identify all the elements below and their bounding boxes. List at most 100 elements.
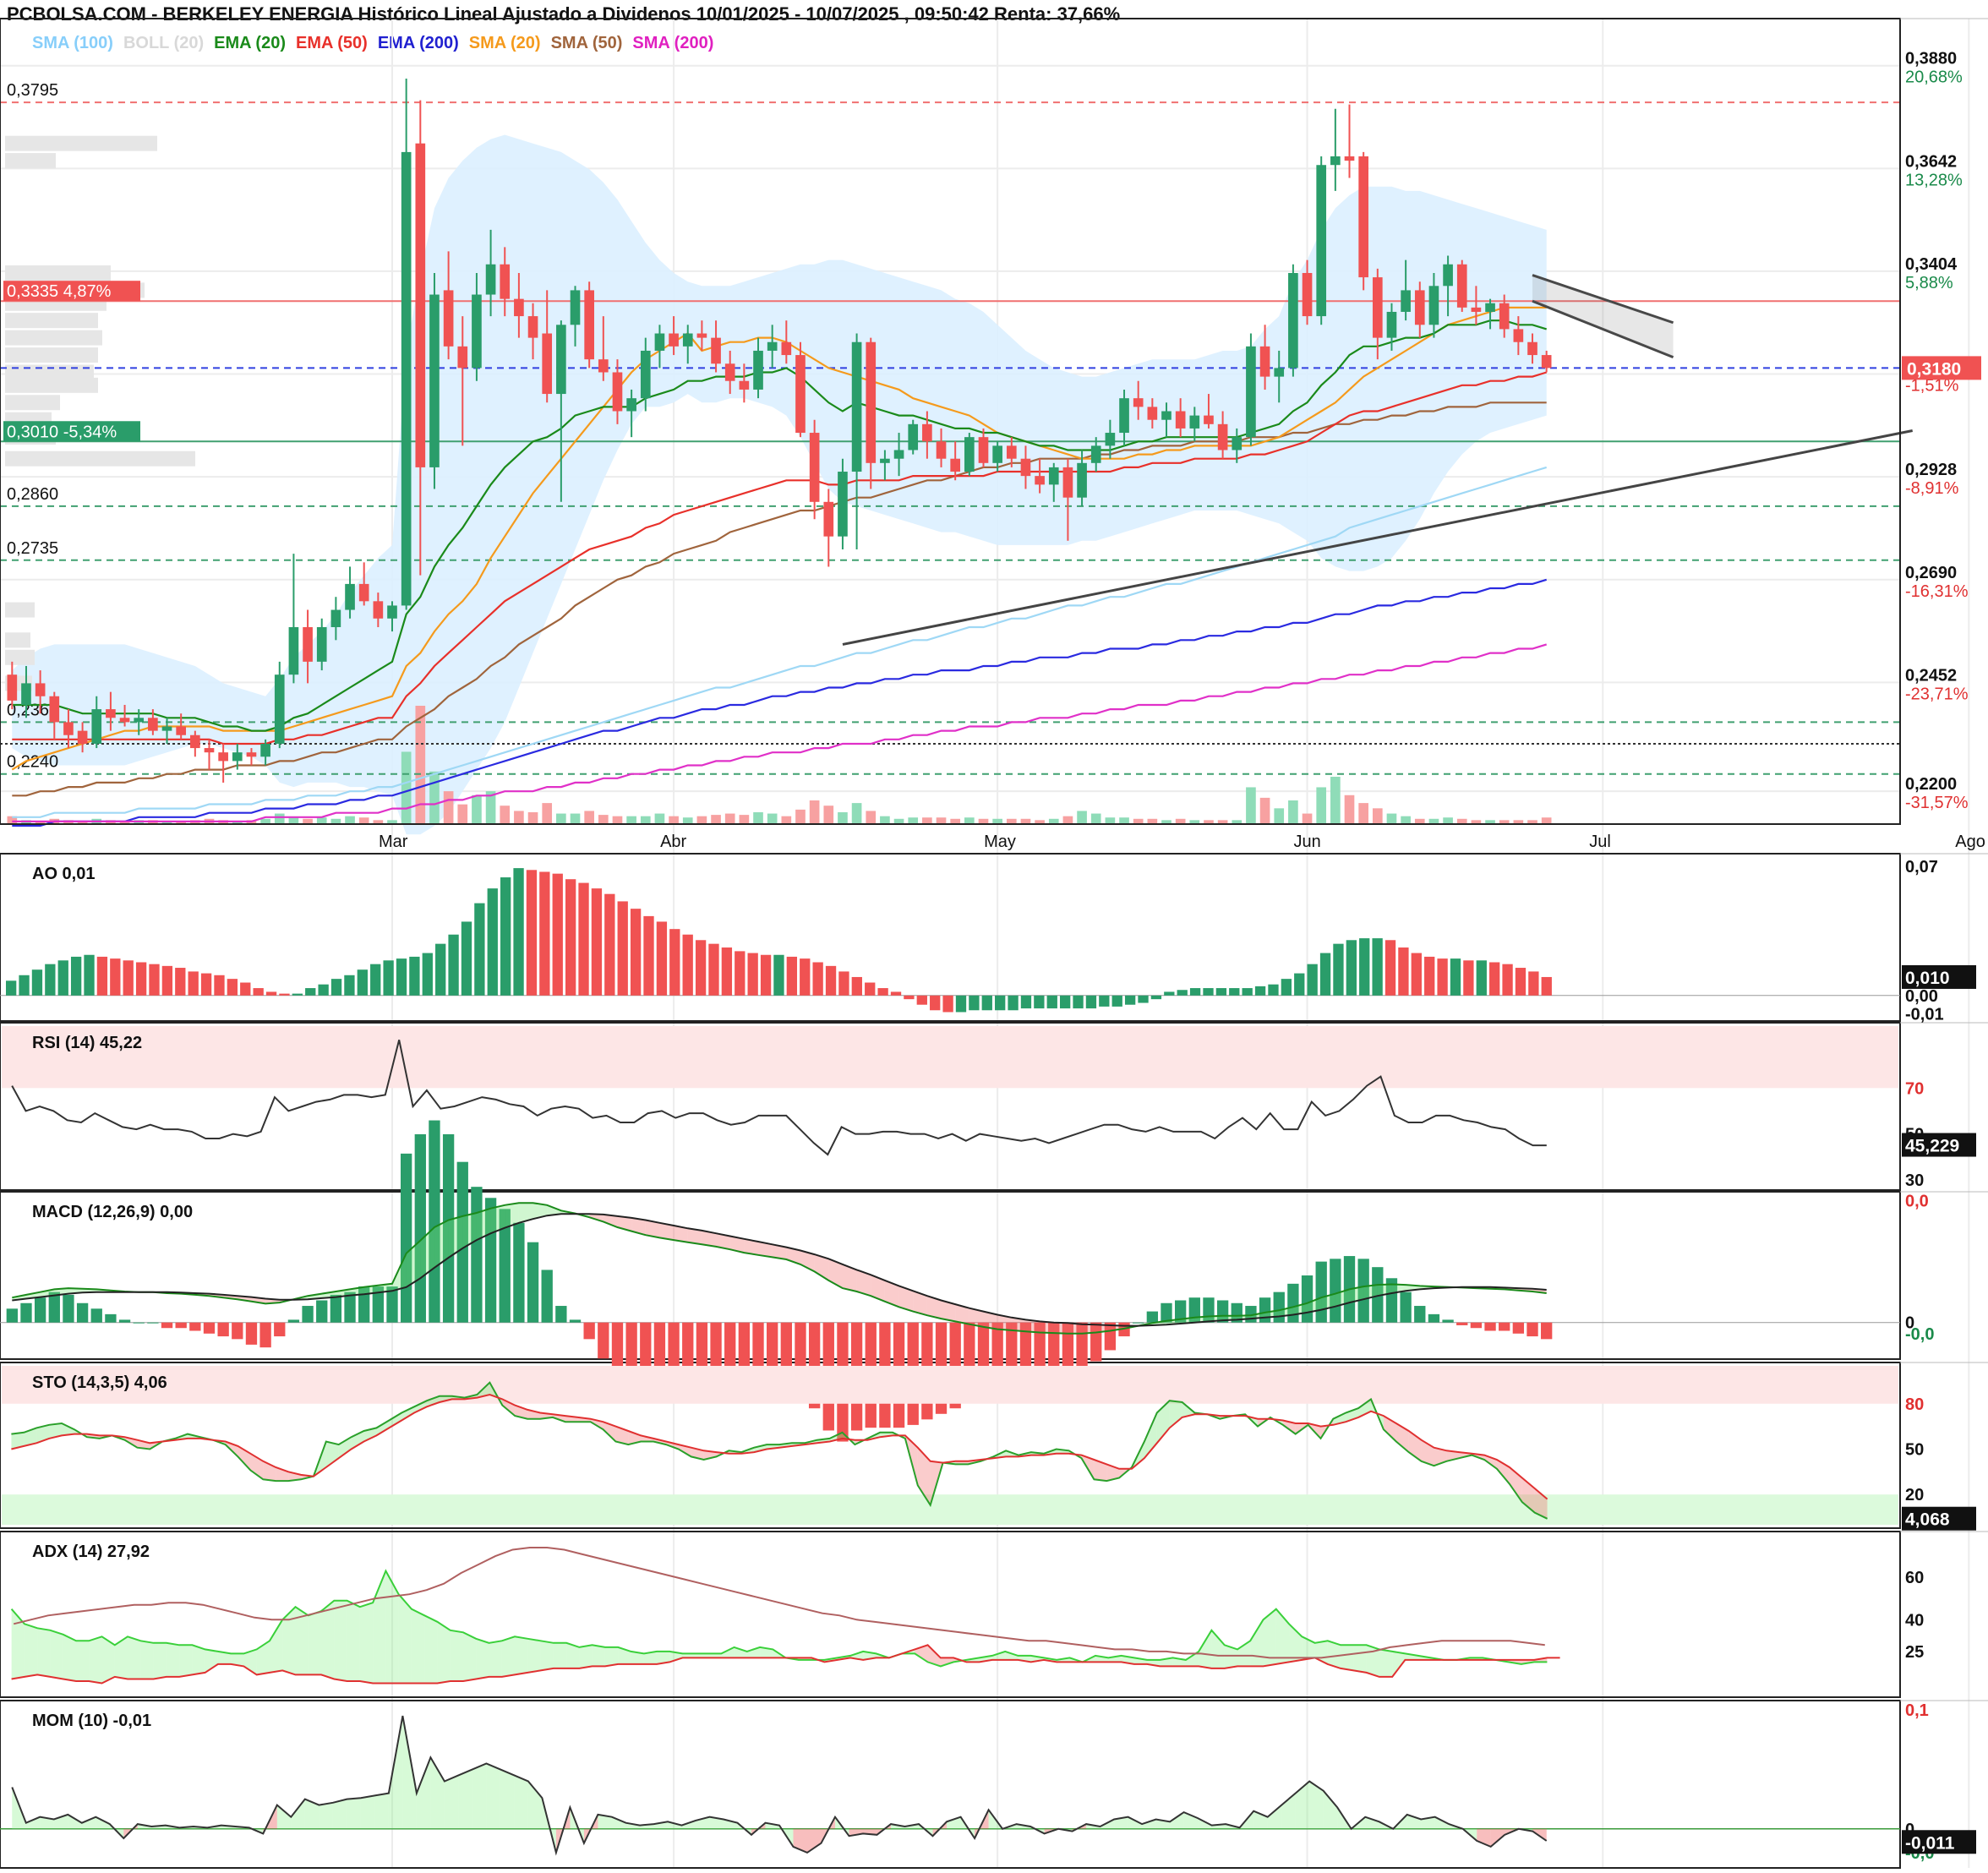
volume-bar (1189, 820, 1200, 824)
crossover-fill (11, 1432, 25, 1450)
crossover-fill (997, 1314, 1012, 1330)
crossover-fill (917, 1447, 931, 1505)
momentum-fill (723, 1819, 738, 1829)
crossover-fill (448, 1215, 463, 1259)
price-tick-label: 0,2452 (1905, 666, 1957, 685)
candle-body (415, 143, 426, 467)
crossover-fill (1068, 1323, 1083, 1334)
macd-histogram-bar (527, 1242, 539, 1323)
candle-body (1471, 307, 1482, 312)
ao-bar (695, 940, 707, 996)
momentum-fill (1323, 1790, 1338, 1829)
ao-bar (448, 934, 459, 996)
di-fill (179, 1645, 193, 1677)
candle-body (1161, 411, 1172, 420)
ao-bar (1254, 986, 1266, 996)
candle-body (1330, 156, 1341, 166)
ao-bar (630, 909, 642, 996)
momentum-fill (611, 1816, 626, 1829)
macd-histogram-bar (513, 1222, 525, 1323)
candle-body (1513, 329, 1524, 342)
momentum-fill (472, 1763, 487, 1829)
di-fill (1275, 1608, 1290, 1664)
volume-bar (950, 818, 961, 824)
ao-bar (851, 976, 862, 996)
macd-histogram-bar (161, 1322, 173, 1329)
candle-body (1541, 355, 1552, 369)
volume-profile-bar (5, 313, 98, 329)
macd-histogram-bar (1216, 1300, 1229, 1323)
crossover-fill (716, 1233, 730, 1250)
macd-histogram-bar (1133, 1322, 1144, 1324)
candle-body (443, 290, 454, 347)
sma50-line (12, 401, 1547, 797)
volume-bar (1161, 820, 1172, 824)
ao-bar (865, 982, 876, 996)
candle-body (1090, 445, 1101, 463)
crossover-fill (401, 1406, 415, 1421)
ao-bar (904, 995, 915, 1000)
ao-bar (396, 958, 407, 996)
volume-bar (77, 821, 88, 824)
macd-histogram-bar (344, 1291, 356, 1323)
candle-body (880, 458, 890, 463)
crossover-fill (1307, 1297, 1322, 1313)
ao-bar (1476, 960, 1487, 996)
volume-bar (1456, 818, 1467, 824)
volume-bar (1259, 797, 1270, 824)
ao-bar (1008, 995, 1019, 1011)
crossover-fill (1082, 1324, 1096, 1334)
price-tick-label: 0,2928 (1905, 461, 1957, 479)
candle-body (1386, 311, 1397, 338)
candle-body (134, 718, 145, 723)
crossover-fill (758, 1242, 773, 1258)
crossover-fill (1292, 1302, 1308, 1315)
ao-bar (383, 960, 394, 996)
ao-bar (1046, 995, 1057, 1009)
ao-bar (1502, 964, 1513, 996)
volume-bar (119, 821, 130, 824)
crossover-fill (338, 1437, 352, 1459)
volume-profile-bar (5, 153, 56, 169)
candle-body (964, 437, 975, 472)
ao-bar (526, 870, 538, 996)
volume-bar (1358, 803, 1368, 824)
candle-body (922, 423, 932, 442)
macd-histogram-bar (1400, 1291, 1412, 1323)
price-tick-label: 0,2200 (1905, 775, 1957, 794)
candle-body (781, 341, 792, 356)
candle-body (1358, 156, 1368, 278)
ao-bar (1034, 995, 1045, 1009)
candle-body (345, 583, 355, 610)
crossover-fill (62, 1423, 74, 1436)
ao-bar (1411, 953, 1422, 996)
momentum-fill (1114, 1816, 1128, 1829)
macd-histogram-bar (330, 1294, 342, 1323)
plus-di-line (10, 1569, 1548, 1668)
volume-bar (1175, 818, 1186, 824)
price-tick-pct: -8,91% (1905, 479, 1959, 498)
ao-bar (747, 953, 758, 996)
ao-bar (1189, 988, 1201, 996)
crossover-fill (983, 1311, 998, 1330)
volume-bar (838, 812, 848, 824)
volume-bar (696, 816, 707, 824)
macd-histogram-bar (175, 1322, 187, 1329)
adx-line (13, 1547, 1545, 1659)
candle-body (401, 151, 412, 606)
crossover-fill (1434, 1447, 1447, 1466)
momentum-fill (514, 1775, 528, 1829)
crossover-fill (645, 1220, 660, 1238)
candle-body (682, 333, 693, 347)
volume-bar (978, 818, 989, 824)
momentum-fill (793, 1828, 808, 1853)
indicator-tick-label: 80 (1905, 1395, 1924, 1414)
volume-bar (1246, 787, 1256, 824)
ao-bar (330, 979, 342, 996)
candle-body (838, 472, 848, 537)
candle-body (1232, 437, 1242, 451)
volume-bar (316, 817, 327, 824)
month-label: Jun (1294, 833, 1321, 851)
indicator-tick-label: 70 (1905, 1079, 1924, 1098)
crossover-fill (603, 1214, 618, 1227)
